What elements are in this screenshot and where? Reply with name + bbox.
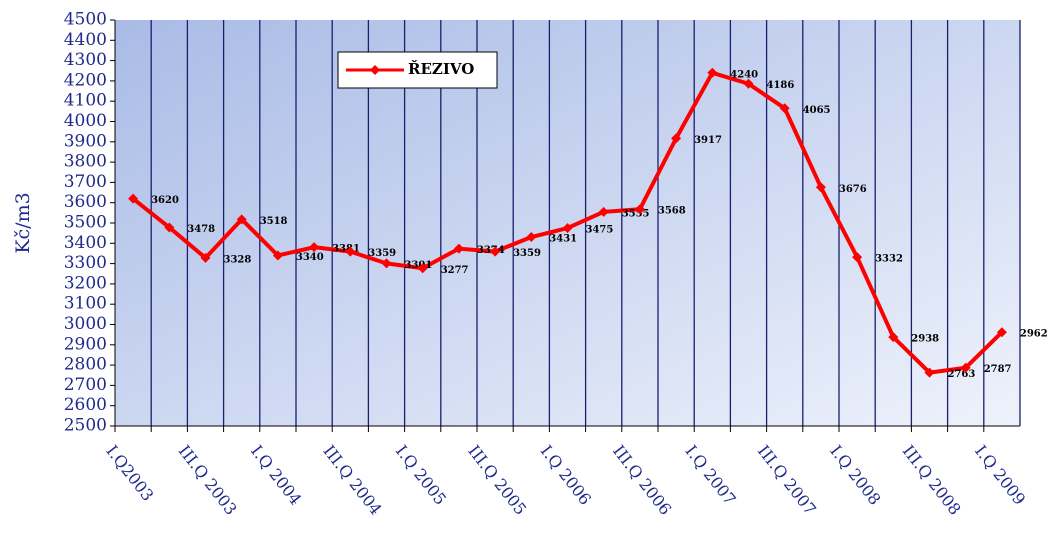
data-label: 3568 (658, 206, 686, 217)
point-marker (996, 327, 1007, 338)
legend-marker (370, 65, 380, 75)
x-tick-label: I.Q 2006 (537, 442, 595, 509)
y-tick-label: 3200 (64, 273, 107, 293)
y-tick-label: 3700 (64, 172, 107, 192)
data-label: 3431 (549, 234, 577, 245)
y-tick-label: 3300 (64, 253, 107, 273)
point-marker (381, 258, 392, 269)
point-marker (779, 103, 790, 114)
y-tick-label: 3900 (64, 131, 107, 151)
data-label: 3277 (441, 265, 469, 276)
x-tick-label: III.Q 2008 (899, 442, 965, 519)
x-tick-label: I.Q 2007 (682, 442, 740, 509)
y-tick-label: 2800 (64, 355, 107, 375)
point-marker (888, 332, 899, 343)
y-tick-label: 4000 (64, 111, 107, 131)
point-marker (236, 214, 247, 225)
y-tick-label: 4300 (64, 50, 107, 70)
y-tick-label: 4500 (64, 10, 107, 30)
data-label: 4065 (803, 105, 831, 116)
y-tick-label: 4200 (64, 70, 107, 90)
x-tick-label: I.Q2003 (102, 442, 157, 505)
point-marker (852, 252, 863, 263)
y-tick-label: 3800 (64, 152, 107, 172)
point-marker (671, 133, 682, 144)
y-tick-label: 3600 (64, 192, 107, 212)
x-tick-label: III.Q 2006 (609, 442, 675, 519)
data-label: 3359 (513, 248, 541, 259)
y-tick-label: 3500 (64, 213, 107, 233)
data-label: 3340 (296, 252, 324, 263)
data-label: 4240 (730, 69, 758, 80)
legend-label: ŘEZIVO (408, 60, 474, 78)
point-marker (272, 250, 283, 261)
data-label: 2763 (948, 369, 976, 380)
point-marker (960, 362, 971, 373)
data-label: 3518 (260, 216, 288, 227)
point-marker (924, 367, 935, 378)
point-marker (345, 246, 356, 257)
data-label: 3555 (622, 208, 650, 219)
x-tick-label: III.Q 2007 (754, 442, 820, 519)
x-tick-label: I.Q 2008 (826, 442, 884, 509)
point-marker (200, 252, 211, 263)
data-label: 3374 (477, 245, 505, 256)
x-tick-label: III.Q 2003 (175, 442, 241, 519)
x-tick-label: III.Q 2005 (464, 442, 530, 519)
point-marker (743, 78, 754, 89)
point-marker (309, 242, 320, 253)
point-marker (526, 232, 537, 243)
point-marker (128, 193, 139, 204)
x-tick-label: I.Q 2009 (971, 442, 1029, 509)
y-tick-label: 4100 (64, 91, 107, 111)
data-label: 2938 (911, 334, 939, 345)
plot-area (115, 20, 1020, 426)
point-marker (634, 204, 645, 215)
point-marker (490, 246, 501, 257)
y-axis-title: Kč/m3 (12, 192, 34, 253)
y-tick-label: 2600 (64, 395, 107, 415)
x-tick-label: III.Q 2004 (320, 442, 386, 519)
data-label: 3359 (368, 248, 396, 259)
data-label: 3328 (224, 254, 252, 265)
x-tick-label: I.Q 2005 (392, 442, 450, 509)
data-label: 2787 (984, 364, 1012, 375)
point-marker (562, 223, 573, 234)
data-label: 3620 (151, 195, 179, 206)
point-marker (598, 206, 609, 217)
data-label: 3475 (586, 225, 614, 236)
y-tick-label: 4400 (64, 30, 107, 50)
point-marker (417, 263, 428, 274)
y-tick-label: 2900 (64, 334, 107, 354)
data-label: 4186 (767, 80, 795, 91)
y-tick-label: 3000 (64, 314, 107, 334)
y-tick-label: 3100 (64, 294, 107, 314)
point-marker (707, 67, 718, 78)
x-tick-label: I.Q 2004 (247, 442, 305, 509)
point-marker (815, 182, 826, 193)
y-tick-label: 3400 (64, 233, 107, 253)
data-label: 3917 (694, 135, 722, 146)
data-label: 3332 (875, 254, 903, 265)
data-label: 3301 (405, 260, 433, 271)
point-marker (164, 222, 175, 233)
data-label: 3676 (839, 184, 867, 195)
data-label: 2962 (1020, 329, 1048, 340)
data-label: 3478 (187, 224, 215, 235)
data-label: 3381 (332, 244, 360, 255)
point-marker (453, 243, 464, 254)
y-tick-label: 2500 (64, 416, 107, 436)
y-tick-label: 2700 (64, 375, 107, 395)
